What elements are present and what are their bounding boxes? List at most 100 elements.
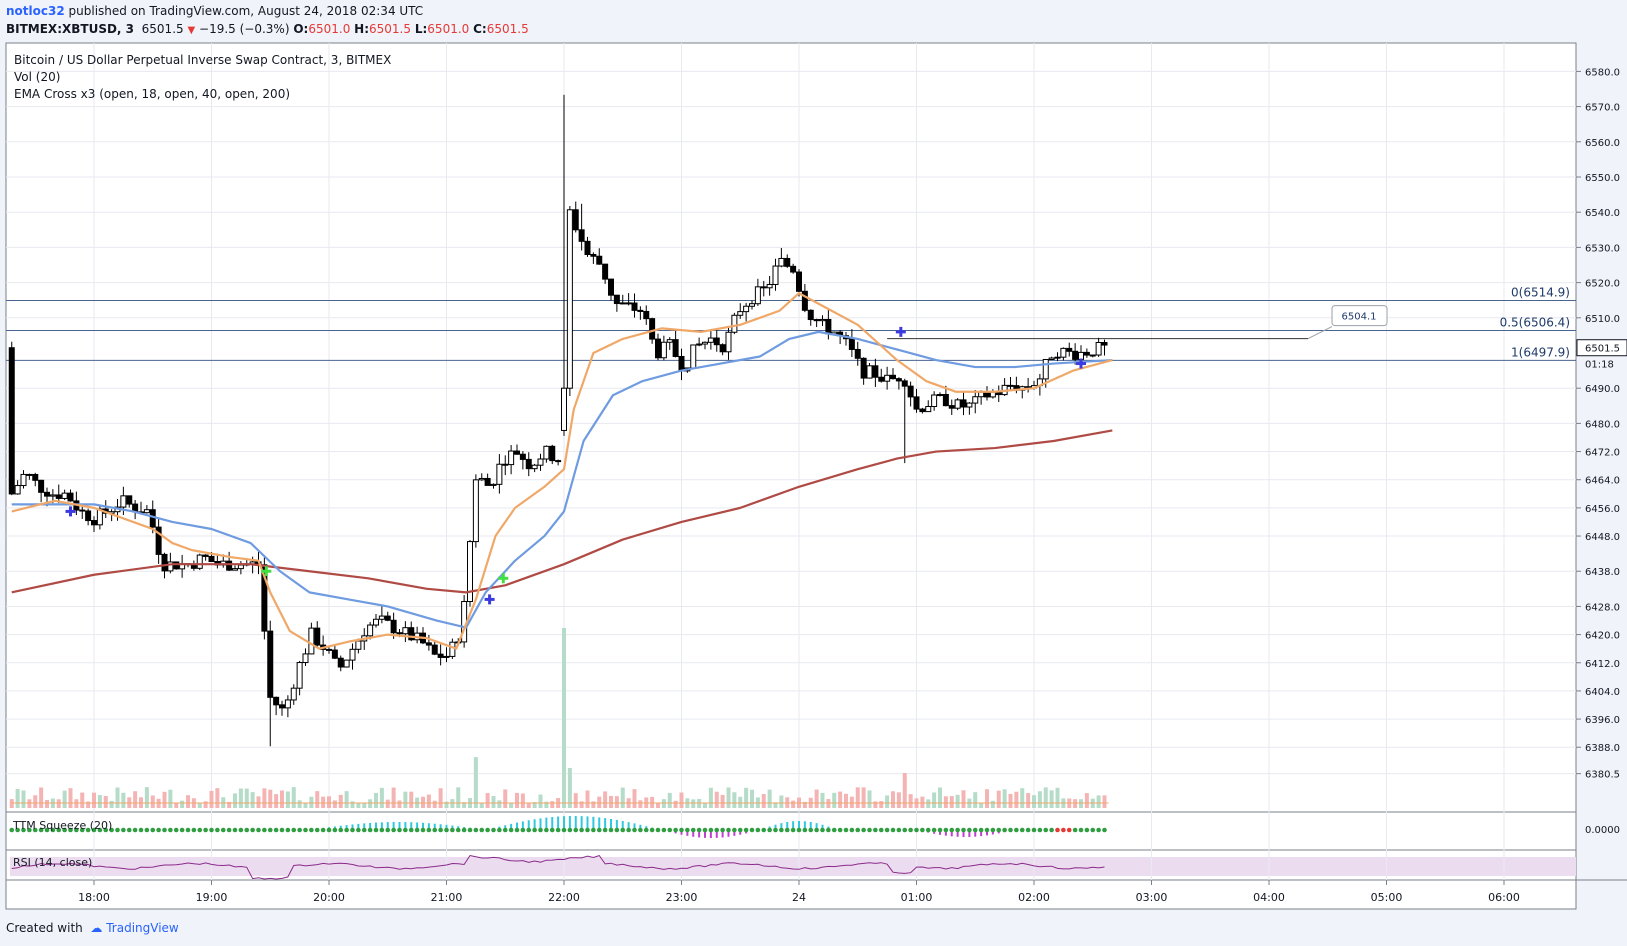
price-label: 6380.5	[1585, 770, 1620, 781]
candle-body	[337, 657, 344, 668]
volume-bar	[867, 790, 872, 808]
squeeze-bar	[527, 820, 530, 830]
squeeze-dot	[673, 827, 678, 833]
squeeze-bar	[416, 822, 419, 830]
squeeze-dot	[473, 827, 479, 833]
volume-bar	[203, 801, 208, 808]
squeeze-dot	[179, 827, 185, 833]
volume-bar	[379, 787, 384, 808]
volume-bar	[197, 802, 202, 808]
squeeze-dot	[661, 827, 667, 833]
squeeze-dot	[884, 827, 890, 833]
squeeze-dot	[1078, 827, 1084, 833]
candle-body	[878, 376, 885, 382]
squeeze-dot	[320, 827, 326, 833]
rsi-line	[11, 855, 1105, 880]
squeeze-dot	[643, 827, 649, 833]
candle-body	[725, 331, 732, 353]
volume-bar	[861, 787, 866, 808]
volume-bar	[562, 628, 566, 808]
squeeze-dot	[1055, 827, 1060, 833]
squeeze-dot	[538, 827, 543, 833]
volume-bar	[1055, 787, 1060, 808]
price-label: 6456.0	[1585, 504, 1620, 515]
volume-bar	[497, 800, 502, 808]
price-label: 6490.0	[1585, 384, 1620, 395]
tradingview-link[interactable]: TradingView	[106, 921, 179, 935]
candle-body	[907, 385, 914, 398]
squeeze-dot	[403, 827, 408, 833]
candle-body	[290, 687, 297, 701]
volume-bar	[544, 801, 549, 808]
squeeze-dot	[514, 827, 520, 833]
squeeze-dot	[62, 827, 67, 833]
squeeze-dot	[1008, 827, 1013, 833]
squeeze-dot	[285, 827, 291, 833]
squeeze-dot	[908, 827, 913, 833]
volume-bar	[1026, 793, 1031, 808]
squeeze-bar	[521, 821, 524, 830]
candle-body	[296, 662, 303, 689]
volume-bar	[832, 792, 837, 808]
ema-legend: EMA Cross x3 (open, 18, open, 40, open, …	[14, 87, 290, 101]
candle-body	[502, 463, 509, 466]
volume-bar	[902, 773, 907, 808]
candle-body	[308, 627, 315, 655]
volume-bar	[438, 788, 443, 808]
volume-bar	[374, 792, 378, 808]
squeeze-bar	[351, 824, 354, 830]
squeeze-dot	[144, 827, 150, 833]
volume-bar	[327, 796, 331, 808]
volume-bar	[103, 795, 108, 808]
squeeze-bar	[615, 819, 618, 830]
author-link[interactable]: notloc32	[6, 4, 65, 18]
squeeze-bar	[533, 819, 536, 830]
volume-bar	[573, 793, 578, 808]
candle-body	[331, 649, 338, 659]
time-label: 18:00	[78, 891, 110, 904]
time-label: 03:00	[1136, 891, 1168, 904]
volume-bar	[238, 788, 243, 808]
low-value: 6501.0	[427, 22, 470, 36]
candle-body	[20, 473, 27, 487]
squeeze-dot	[303, 827, 308, 833]
ema-18-line	[11, 292, 1113, 650]
squeeze-dot	[949, 827, 955, 833]
price-label: 6448.0	[1585, 532, 1620, 543]
volume-bar	[661, 799, 666, 808]
squeeze-dot	[837, 827, 843, 833]
squeeze-dot	[708, 827, 714, 833]
volume-bar	[920, 796, 925, 808]
candle-body	[596, 255, 603, 265]
volume-bar	[233, 793, 237, 808]
squeeze-dot	[820, 827, 825, 833]
squeeze-legend: TTM Squeeze (20)	[12, 819, 112, 832]
squeeze-dot	[1025, 827, 1031, 833]
time-label: 22:00	[548, 891, 580, 904]
volume-bar	[973, 792, 978, 808]
squeeze-bar	[422, 822, 424, 830]
candle-body	[584, 240, 591, 255]
volume-bar	[426, 794, 431, 808]
candle-body	[508, 450, 515, 466]
candle-body	[637, 309, 644, 312]
volume-bar	[855, 787, 860, 808]
candle-body	[61, 492, 68, 499]
callout-box	[1331, 305, 1388, 327]
volume-bar	[849, 796, 854, 808]
squeeze-dot	[79, 827, 85, 833]
squeeze-dot	[843, 827, 849, 833]
volume-bar	[632, 789, 637, 808]
candle-body	[754, 286, 761, 305]
time-label: 06:00	[1488, 891, 1520, 904]
volume-bar	[432, 800, 437, 808]
volume-bar	[262, 788, 267, 808]
candle-body	[55, 494, 62, 499]
squeeze-dot	[1061, 827, 1066, 833]
squeeze-bar	[439, 824, 442, 830]
squeeze-dot	[1049, 827, 1054, 833]
candle-body	[167, 561, 174, 572]
squeeze-dot	[990, 827, 996, 833]
squeeze-dot	[638, 827, 643, 833]
